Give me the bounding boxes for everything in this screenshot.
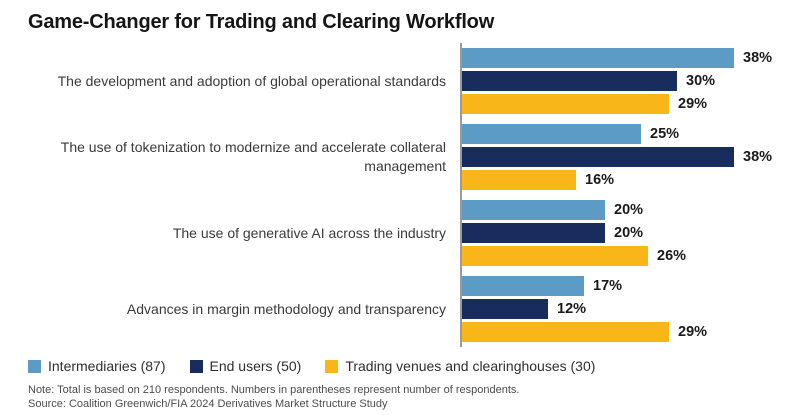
bar-row: 29% [462,322,782,342]
bar-row: 16% [462,170,782,190]
bar-trading-venues-and-clearinghouses-30 [462,246,648,266]
bar-value-label: 30% [686,73,716,89]
bar-end-users-50 [462,71,677,91]
chart-title: Game-Changer for Trading and Clearing Wo… [28,11,495,33]
chart-group-3: The use of generative AI across the indu… [28,195,782,271]
bar-row: 38% [462,48,782,68]
bar-trading-venues-and-clearinghouses-30 [462,322,669,342]
chart-legend: Intermediaries (87) End users (50) Trading… [28,358,782,374]
bar-value-label: 12% [557,301,587,317]
legend-label: Trading venues and clearinghouses (30) [345,358,596,374]
bar-value-label: 20% [614,202,644,218]
bars-track: 17% 12% 29% [460,271,782,347]
bar-end-users-50 [462,299,548,319]
bars-track: 20% 20% 26% [460,195,782,271]
category-label: The development and adoption of global o… [57,72,446,89]
bar-intermediaries-87 [462,48,734,68]
bar-value-label: 38% [743,50,773,66]
bar-value-label: 29% [678,324,708,340]
bar-chart: The development and adoption of global o… [28,43,782,347]
bar-end-users-50 [462,223,605,243]
legend-swatch-icon [325,359,339,373]
bars-track: 38% 30% 29% [460,43,782,119]
legend-swatch-icon [28,359,41,373]
bar-value-label: 38% [743,149,773,165]
legend-item-trading-venues-and-clearinghouses-30: Trading venues and clearinghouses (30) [325,358,595,374]
bar-value-label: 25% [650,126,680,142]
bar-value-label: 16% [585,172,615,188]
bar-row: 26% [462,246,782,266]
bar-row: 20% [462,200,782,220]
source-text: Source: Coalition Greenwich/FIA 2024 Der… [28,398,388,411]
bar-row: 25% [462,124,782,144]
bar-intermediaries-87 [462,200,605,220]
category-label: The use of tokenization to modernize and… [60,139,446,174]
bar-value-label: 29% [678,96,708,112]
bar-row: 29% [462,94,782,114]
chart-group-2: The use of tokenization to modernize and… [28,119,782,195]
bar-intermediaries-87 [462,276,584,296]
bar-row: 20% [462,223,782,243]
legend-item-intermediaries-87: Intermediaries (87) [28,358,166,374]
bar-trading-venues-and-clearinghouses-30 [462,170,576,190]
bar-row: 17% [462,276,782,296]
legend-item-end-users-50: End users (50) [189,358,302,374]
legend-swatch-icon [189,359,203,373]
chart-group-4: Advances in margin methodology and trans… [28,271,782,347]
legend-label: End users (50) [209,358,302,374]
bar-value-label: 20% [614,225,644,241]
bar-value-label: 17% [593,278,623,294]
bar-end-users-50 [462,147,734,167]
category-label: Advances in margin methodology and trans… [126,300,446,317]
bars-track: 25% 38% 16% [460,119,782,195]
bar-intermediaries-87 [462,124,641,144]
bar-row: 12% [462,299,782,319]
bar-trading-venues-and-clearinghouses-30 [462,94,669,114]
chart-group-1: The development and adoption of global o… [28,43,782,119]
bar-row: 38% [462,147,782,167]
bar-value-label: 26% [657,248,687,264]
legend-label: Intermediaries (87) [48,358,166,374]
category-label: The use of generative AI across the indu… [172,224,446,241]
note-text: Note: Total is based on 210 respondents.… [28,384,520,396]
bar-row: 30% [462,71,782,91]
